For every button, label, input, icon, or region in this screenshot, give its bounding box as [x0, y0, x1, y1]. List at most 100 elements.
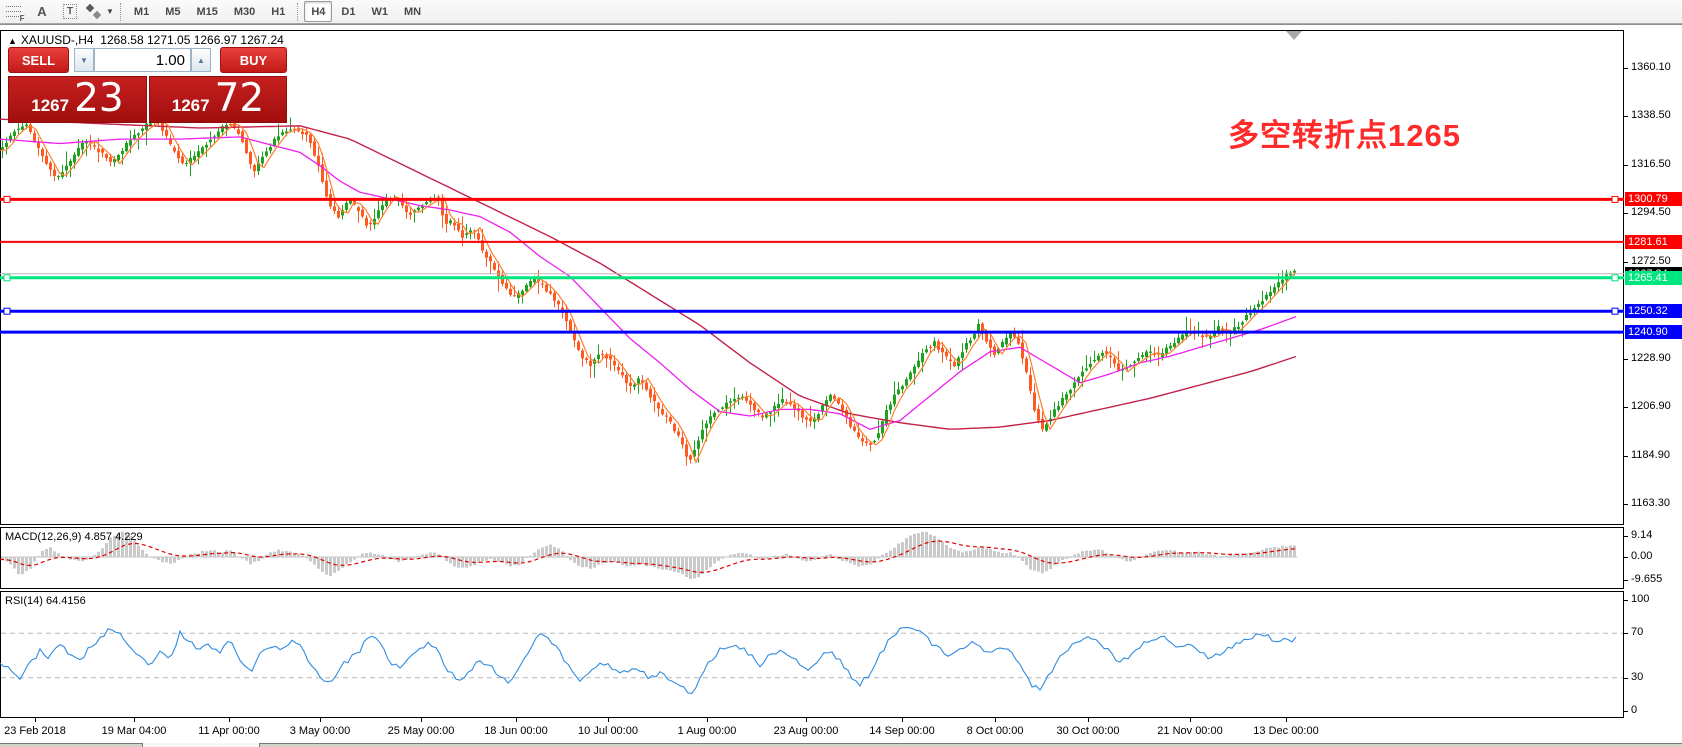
time-tick-label: 14 Sep 00:00 [869, 725, 935, 737]
timeframe-MN[interactable]: MN [403, 5, 422, 18]
macd-histogram [1, 531, 1296, 580]
time-tick-label: 23 Aug 00:00 [773, 725, 839, 737]
timeframe-H1[interactable]: H1 [271, 5, 286, 18]
axis-tick [1624, 68, 1628, 69]
time-tick-label: 13 Dec 00:00 [1253, 725, 1319, 737]
bid-quote[interactable]: 1267 23 [8, 76, 147, 123]
buy-button[interactable]: BUY [220, 47, 287, 73]
time-tick-label: 23 Feb 2018 [4, 725, 66, 737]
axis-tick [1624, 678, 1628, 679]
axis-tick [1624, 262, 1628, 263]
time-tick [1190, 718, 1191, 722]
timeframe-M1[interactable]: M1 [133, 5, 150, 18]
time-tick-label: 19 Mar 04:00 [101, 725, 167, 737]
time-tick [995, 718, 996, 722]
text-label-icon[interactable]: T [58, 2, 82, 22]
timeframe-D1[interactable]: D1 [341, 5, 356, 18]
hline-1265.41[interactable] [0, 274, 1624, 282]
fibonacci-icon[interactable]: F [2, 2, 26, 23]
chart-ohlc-title: ▲ XAUUSD-,H4 1268.58 1271.05 1266.97 1267… [8, 33, 284, 47]
toolbar-separator [297, 2, 299, 21]
level-badge-1265.41: 1265.41 [1625, 271, 1682, 285]
price-tick-label: 1272.50 [1631, 255, 1671, 267]
axis-tick [1624, 580, 1628, 581]
price-tick-label: 1163.30 [1631, 497, 1670, 509]
time-tick [421, 718, 422, 722]
rsi-tick-label: 100 [1631, 593, 1650, 605]
time-tick [35, 718, 36, 722]
chevron-down-icon: ▼ [106, 7, 114, 16]
time-tick-label: 8 Oct 00:00 [966, 725, 1024, 737]
symbol-label: XAUUSD-,H4 [20, 33, 94, 47]
axis-tick [1624, 536, 1628, 537]
time-tick [320, 718, 321, 722]
volume-decrease-button[interactable]: ▼ [74, 48, 94, 72]
price-axis[interactable]: 1360.10 1338.50 1316.50 1294.50 1272.50 1228.… [1624, 26, 1682, 743]
macd-tick-label: 9.14 [1631, 529, 1653, 541]
time-tick [229, 718, 230, 722]
time-axis[interactable]: 23 Feb 2018 19 Mar 04:00 11 Apr 00:00 3 May… [0, 718, 1624, 743]
level-badge-1240.90: 1240.90 [1625, 325, 1682, 339]
axis-tick [1624, 213, 1628, 214]
price-tick-label: 1338.50 [1631, 109, 1671, 121]
level-badge-1300.79: 1300.79 [1625, 192, 1682, 206]
axis-tick [1624, 456, 1628, 457]
timeframe-M5[interactable]: M5 [165, 5, 181, 18]
time-tick [1088, 718, 1089, 722]
rsi-panel[interactable]: RSI(14) 64.4156 [0, 591, 1624, 718]
volume-input[interactable] [94, 48, 191, 72]
time-tick-label: 21 Nov 00:00 [1157, 725, 1223, 737]
window-edge [0, 24, 1682, 27]
time-tick-label: 10 Jul 00:00 [578, 725, 638, 737]
chart-annotation: 多空转折点1265 [1228, 118, 1461, 153]
time-tick-label: 1 Aug 00:00 [677, 725, 737, 737]
time-tick [806, 718, 807, 722]
axis-tick [1624, 116, 1628, 117]
sell-button[interactable]: SELL [8, 47, 69, 73]
macd-panel[interactable]: MACD(12,26,9) 4.857 4.229 [0, 527, 1624, 589]
candles [1, 112, 1296, 466]
time-tick [608, 718, 609, 722]
timeframe-M30[interactable]: M30 [233, 5, 256, 18]
time-tick [902, 718, 903, 722]
one-click-collapse-icon[interactable]: ▲ [8, 36, 17, 46]
rsi-label: RSI(14) 64.4156 [5, 595, 86, 607]
timeframe-W1[interactable]: W1 [371, 5, 388, 18]
axis-tick [1624, 359, 1628, 360]
ma-mid [0, 136, 1297, 430]
active-chart-tab[interactable] [142, 743, 260, 747]
chart-tabs[interactable] [0, 743, 1682, 747]
rsi-line [0, 626, 1297, 694]
ma-fast [0, 120, 1297, 465]
price-tick-label: 1360.10 [1631, 61, 1671, 73]
axis-tick [1624, 165, 1628, 166]
level-badge-1281.61: 1281.61 [1625, 235, 1682, 249]
ma-slow [0, 118, 1297, 430]
rsi-tick-label: 70 [1631, 626, 1644, 638]
volume-increase-button[interactable]: ▲ [191, 48, 211, 72]
ask-quote[interactable]: 1267 72 [149, 76, 287, 123]
macd-tick-label: -9.655 [1631, 573, 1663, 585]
price-tick-label: 1228.90 [1631, 352, 1671, 364]
time-tick [516, 718, 517, 722]
time-tick [134, 718, 135, 722]
chart-shift-marker-icon[interactable] [1286, 31, 1302, 40]
axis-tick [1624, 711, 1628, 712]
arrows-icon[interactable]: ▼ [85, 2, 114, 22]
text-icon[interactable]: A [37, 4, 47, 19]
macd-label: MACD(12,26,9) 4.857 4.229 [5, 531, 143, 543]
time-tick-label: 11 Apr 00:00 [198, 725, 260, 737]
time-tick [1286, 718, 1287, 722]
timeframe-M15[interactable]: M15 [196, 5, 218, 18]
price-tick-label: 1316.50 [1631, 158, 1671, 170]
hline-1250.32[interactable] [0, 307, 1624, 315]
axis-tick [1624, 557, 1628, 558]
time-tick-label: 25 May 00:00 [387, 725, 455, 737]
time-tick [707, 718, 708, 722]
time-tick-label: 30 Oct 00:00 [1056, 725, 1120, 737]
timeframe-H4[interactable]: H4 [304, 1, 333, 22]
hline-1300.79[interactable] [0, 195, 1624, 203]
price-tick-label: 1206.90 [1631, 400, 1671, 412]
level-badge-1250.32: 1250.32 [1625, 304, 1682, 318]
